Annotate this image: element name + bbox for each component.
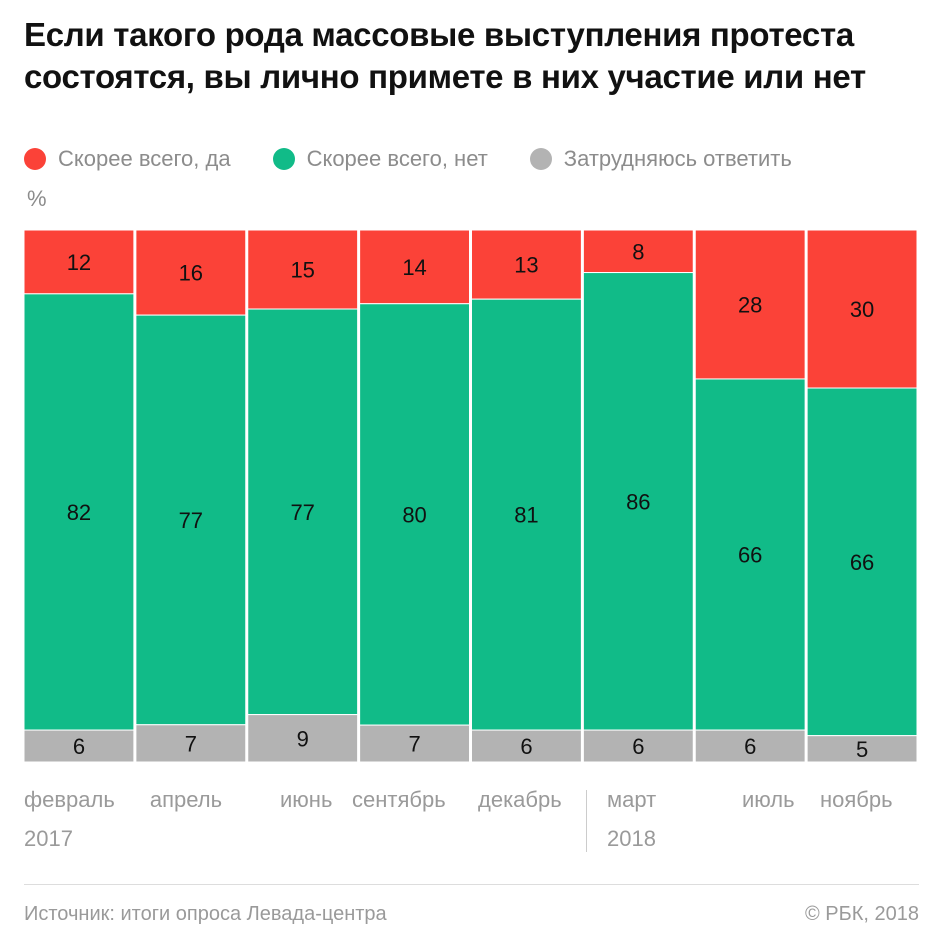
x-tick-label: март — [607, 787, 657, 812]
bar-segment — [135, 314, 247, 726]
bar-segment — [359, 724, 470, 763]
copyright-text: © РБК, 2018 — [804, 903, 919, 925]
bar-segment — [582, 229, 694, 274]
data-label: 81 — [514, 503, 538, 528]
chart-title: Если такого рода массовые выступления пр… — [24, 16, 866, 95]
data-label: 9 — [297, 726, 309, 751]
legend-label: Скорее всего, да — [58, 146, 231, 171]
bar-segment — [23, 729, 135, 763]
x-tick-label: июнь — [280, 787, 333, 812]
bar-segment — [582, 729, 694, 763]
bar-segment — [806, 735, 918, 763]
bar-segment — [806, 229, 918, 389]
data-label: 6 — [744, 734, 756, 759]
data-label: 6 — [520, 734, 532, 759]
bar-segment — [471, 298, 582, 731]
bar-segment — [23, 293, 135, 731]
unit-label: % — [27, 186, 47, 211]
x-tick-label: апрель — [149, 787, 223, 812]
data-label: 12 — [67, 250, 91, 275]
legend-item-undecided: Затрудняюсь ответить — [529, 146, 792, 172]
legend-item-yes: Скорее всего, да — [24, 146, 231, 172]
data-label: 7 — [408, 732, 420, 757]
data-label: 16 — [179, 261, 203, 286]
bar-segment — [806, 387, 918, 737]
year-divider — [586, 790, 587, 852]
data-label: 82 — [67, 500, 91, 525]
data-label: 15 — [290, 258, 314, 283]
data-label: 14 — [402, 255, 426, 280]
bar-segment — [247, 308, 359, 716]
year-label: 2017 — [24, 826, 73, 851]
legend-dot-icon — [24, 148, 46, 170]
data-label: 86 — [626, 489, 650, 514]
x-tick-label: декабрь — [478, 787, 562, 812]
bar-segment — [135, 724, 247, 763]
data-label: 8 — [632, 239, 644, 264]
bar-segment — [247, 714, 359, 763]
bar-segment — [582, 272, 694, 731]
data-label: 66 — [850, 550, 874, 575]
data-label: 28 — [738, 292, 762, 317]
data-label: 80 — [402, 502, 426, 527]
x-tick-label: февраль — [24, 787, 115, 812]
bar-segment — [471, 229, 582, 300]
bar-segment — [694, 229, 806, 380]
legend-dot-icon — [272, 148, 295, 170]
data-label: 7 — [185, 731, 197, 756]
bar-segment — [694, 378, 806, 731]
data-label: 13 — [514, 253, 538, 278]
bar-segment — [247, 229, 359, 310]
data-label: 66 — [738, 543, 762, 568]
bar-segment — [23, 229, 135, 295]
x-tick-label: сентябрь — [352, 787, 446, 812]
legend-label: Затрудняюсь ответить — [563, 146, 792, 171]
legend-dot-icon — [529, 148, 552, 170]
data-label: 6 — [632, 734, 644, 759]
data-label: 6 — [73, 734, 85, 759]
source-text: Источник: итоги опроса Левада-центра — [24, 903, 387, 925]
footer-divider — [24, 884, 919, 885]
legend-label: Скорее всего, нет — [306, 146, 488, 171]
bar-segment — [359, 303, 470, 726]
data-label: 77 — [290, 500, 314, 525]
legend: Скорее всего, да Скорее всего, нет Затру… — [24, 146, 792, 172]
bar-segment — [694, 729, 806, 763]
data-label: 30 — [850, 297, 874, 322]
data-label: 5 — [856, 737, 868, 762]
bar-segment — [359, 229, 470, 305]
x-tick-label: ноябрь — [820, 787, 893, 812]
data-label: 77 — [179, 508, 203, 533]
legend-item-no: Скорее всего, нет — [272, 146, 488, 172]
year-label: 2018 — [607, 826, 656, 851]
bar-segment — [471, 729, 582, 763]
x-tick-label: июль — [742, 787, 795, 812]
